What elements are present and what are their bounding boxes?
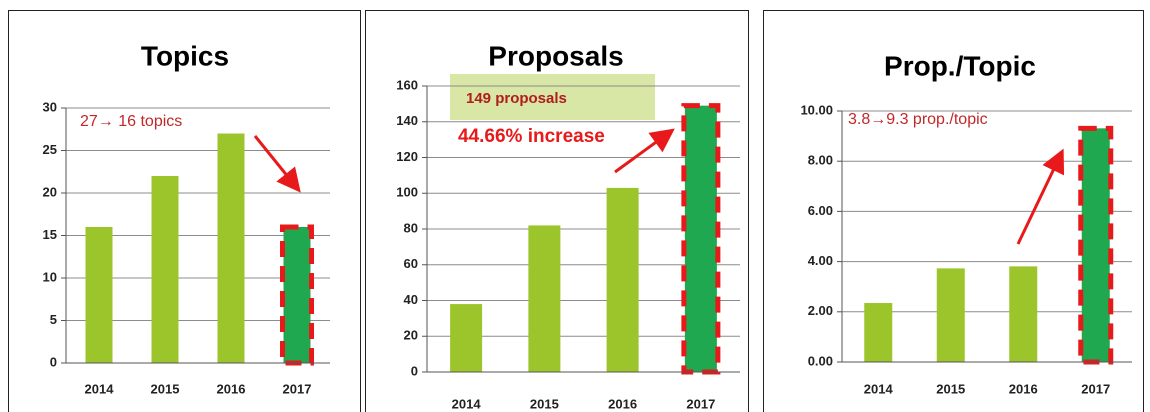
x-tick-label: 2015 xyxy=(936,381,965,396)
bar xyxy=(217,133,245,363)
y-tick-label: 8.00 xyxy=(808,153,833,168)
y-tick-label: 10.00 xyxy=(800,102,833,117)
y-tick-label: 160 xyxy=(396,77,418,92)
bar xyxy=(450,304,483,372)
bar xyxy=(85,227,113,363)
x-tick-label: 2014 xyxy=(452,396,482,411)
chart-title: Topics xyxy=(141,40,229,71)
panel xyxy=(365,10,749,412)
y-tick-label: 5 xyxy=(50,312,57,327)
y-tick-label: 40 xyxy=(404,292,418,307)
annotation: 149 proposals xyxy=(466,90,567,107)
x-tick-label: 2014 xyxy=(85,381,115,396)
callout-box xyxy=(450,74,655,120)
panel xyxy=(8,10,361,412)
y-tick-label: 80 xyxy=(404,220,418,235)
y-tick-label: 30 xyxy=(43,99,57,114)
x-tick-label: 2017 xyxy=(1081,381,1110,396)
y-tick-label: 140 xyxy=(396,113,418,128)
arrow xyxy=(253,135,301,193)
chart-title: Proposals xyxy=(488,40,623,71)
x-tick-label: 2016 xyxy=(1009,381,1038,396)
y-tick-label: 60 xyxy=(404,256,418,271)
y-tick-label: 20 xyxy=(404,328,418,343)
y-tick-label: 25 xyxy=(43,142,57,157)
y-tick-label: 0.00 xyxy=(808,353,833,368)
bar xyxy=(283,227,311,363)
y-tick-label: 4.00 xyxy=(808,253,833,268)
bar xyxy=(528,225,561,372)
y-tick-label: 100 xyxy=(396,185,418,200)
annotation: 3.8→9.3 prop./topic xyxy=(848,111,988,128)
x-tick-label: 2016 xyxy=(608,396,637,411)
x-tick-label: 2015 xyxy=(530,396,559,411)
y-tick-label: 6.00 xyxy=(808,203,833,218)
x-tick-label: 2014 xyxy=(864,381,894,396)
panel xyxy=(763,10,1144,412)
bar xyxy=(1009,266,1038,362)
chart-title: Prop./Topic xyxy=(884,50,1036,81)
y-tick-label: 0 xyxy=(50,354,57,369)
bar xyxy=(684,105,717,372)
bar xyxy=(1081,128,1110,362)
y-tick-label: 10 xyxy=(43,269,57,284)
arrow xyxy=(1016,148,1065,245)
y-tick-label: 0 xyxy=(411,363,418,378)
x-tick-label: 2017 xyxy=(686,396,715,411)
annotation: 44.66% increase xyxy=(458,126,605,147)
annotation: 27→ 16 topics xyxy=(80,113,182,130)
arrow xyxy=(614,128,675,174)
y-tick-label: 15 xyxy=(43,227,57,242)
bar xyxy=(606,187,639,372)
bar xyxy=(151,176,179,363)
bar xyxy=(936,268,965,362)
bar xyxy=(864,303,893,362)
y-tick-label: 20 xyxy=(43,184,57,199)
y-tick-label: 2.00 xyxy=(808,303,833,318)
x-tick-label: 2017 xyxy=(283,381,312,396)
charts: Topics 0 5 10 15 20 25 30 2014 2015 2016 2017 27→ 16… xyxy=(43,40,1132,411)
x-tick-label: 2016 xyxy=(217,381,246,396)
y-tick-label: 120 xyxy=(396,149,418,164)
x-tick-label: 2015 xyxy=(151,381,180,396)
